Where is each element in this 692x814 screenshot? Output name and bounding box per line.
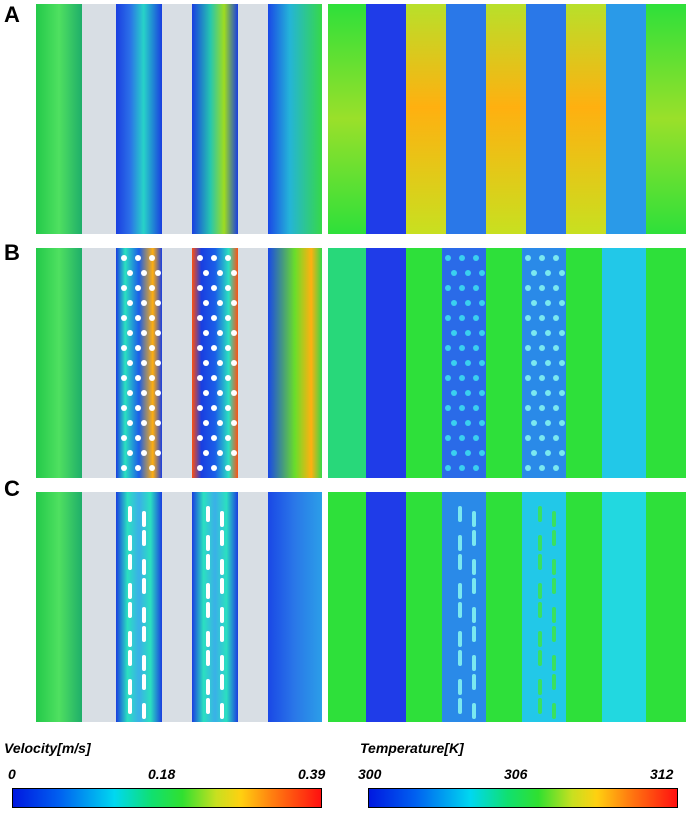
temperature-colorbar bbox=[368, 788, 678, 808]
panel-label-c: C bbox=[4, 476, 20, 501]
velocity-map-c bbox=[36, 492, 322, 722]
velocity-map-a bbox=[36, 4, 322, 234]
row-c bbox=[36, 492, 686, 722]
velocity-map-b bbox=[36, 248, 322, 478]
row-a bbox=[36, 4, 686, 234]
panel-label-b: B bbox=[4, 240, 20, 265]
temperature-map-c bbox=[328, 492, 686, 722]
velocity-colorbar-title: Velocity[m/s] bbox=[4, 740, 91, 756]
temperature-map-b bbox=[328, 248, 686, 478]
temperature-tick-mid: 306 bbox=[504, 766, 528, 782]
panel-label-a: A bbox=[4, 2, 20, 27]
row-b bbox=[36, 248, 686, 478]
velocity-tick-mid: 0.18 bbox=[148, 766, 176, 782]
temperature-tick-max: 312 bbox=[650, 766, 674, 782]
velocity-tick-max: 0.39 bbox=[298, 766, 326, 782]
temperature-tick-min: 300 bbox=[358, 766, 382, 782]
temperature-map-a bbox=[328, 4, 686, 234]
velocity-tick-min: 0 bbox=[8, 766, 16, 782]
temperature-colorbar-title: Temperature[K] bbox=[360, 740, 464, 756]
velocity-colorbar bbox=[12, 788, 322, 808]
